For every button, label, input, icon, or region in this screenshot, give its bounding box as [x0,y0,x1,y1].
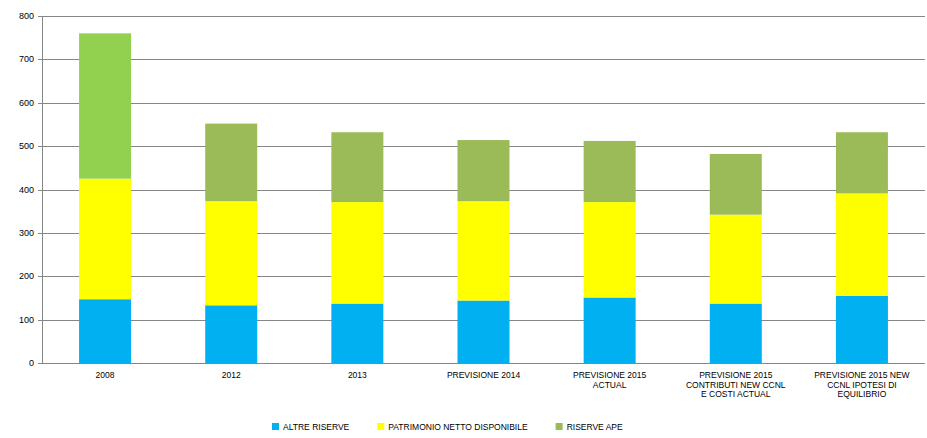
x-tick-label-line: PREVISIONE 2015 NEW [814,370,909,380]
bar-segment [584,141,636,202]
x-tick-label-line: ACTUAL [593,380,627,390]
legend-label: RISERVE APE [567,422,623,432]
x-tick-label: 2008 [96,370,115,380]
x-tick-label-line: CCNL IPOTESI DI [827,380,897,390]
x-tick-label-line: EQUILIBRIO [838,389,887,399]
x-tick-label: PREVISIONE 2015CONTRIBUTI NEW CCNLE COST… [686,370,786,399]
y-tick [38,233,42,234]
grid-line [42,59,925,60]
y-tick [38,103,42,104]
bar-segment [836,132,888,193]
bars [79,33,888,363]
y-tick [38,276,42,277]
y-tick-label: 700 [19,54,34,64]
x-tick-label-line: 2012 [222,370,241,380]
y-tick [38,146,42,147]
bar-segment [710,154,762,215]
bar-segment [79,33,131,178]
grid-line [42,16,925,17]
y-tick [38,363,42,364]
x-tick-label-line: CONTRIBUTI NEW CCNL [686,380,786,390]
y-tick-label: 300 [19,228,34,238]
legend-label: PATRIMONIO NETTO DISPONIBILE [388,422,528,432]
grid-line [42,363,925,364]
y-tick-label: 200 [19,271,34,281]
x-tick-label: PREVISIONE 2014 [447,370,521,380]
bar-segment [331,304,383,363]
bar-segment [79,179,131,300]
bar-segment [710,304,762,363]
x-tick-label-line: PREVISIONE 2015 [573,370,647,380]
bar-segment [458,140,510,201]
x-axis [42,363,925,364]
bar-segment [710,215,762,304]
grid-line [42,103,925,104]
bar-segment [584,202,636,297]
bar-segment [205,305,257,363]
y-tick-label: 100 [19,315,34,325]
legend-swatch [272,423,279,430]
x-tick-label: PREVISIONE 2015ACTUAL [573,370,647,390]
background [0,0,927,438]
y-tick-label: 800 [19,11,34,21]
y-tick [38,16,42,17]
x-tick-label: PREVISIONE 2015 NEWCCNL IPOTESI DIEQUILI… [814,370,909,399]
bar-segment [205,201,257,305]
x-tick-label-line: 2013 [348,370,367,380]
bar-segment [836,193,888,295]
y-tick-label: 500 [19,141,34,151]
x-tick-label-line: E COSTI ACTUAL [701,389,771,399]
y-tick [38,320,42,321]
y-tick-label: 600 [19,98,34,108]
bar-segment [331,132,383,202]
bar-segment [836,296,888,363]
legend-swatch [556,423,563,430]
y-tick-label: 0 [29,358,34,368]
chart: 0 100 200 300 400 500 600 700 800 2008 2012 2013 PRE… [0,0,927,438]
legend-swatch [377,423,384,430]
y-axis [42,16,43,363]
x-tick-label: 2012 [222,370,241,380]
bar-segment [205,124,257,202]
x-tick-label: 2013 [348,370,367,380]
bar-segment [458,201,510,300]
x-tick-label-line: PREVISIONE 2014 [447,370,521,380]
bar-segment [458,301,510,363]
y-tick [38,59,42,60]
x-tick-label-line: 2008 [96,370,115,380]
bar-segment [331,202,383,303]
bar-segment [79,299,131,363]
y-tick-label: 400 [19,185,34,195]
x-tick-label-line: PREVISIONE 2015 [699,370,773,380]
bar-segment [584,298,636,363]
legend-label: ALTRE RISERVE [283,422,350,432]
y-tick [38,190,42,191]
